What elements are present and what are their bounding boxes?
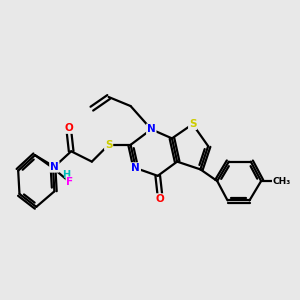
Text: CH₃: CH₃ xyxy=(273,176,291,185)
Text: N: N xyxy=(147,124,156,134)
Text: N: N xyxy=(131,163,140,173)
Text: O: O xyxy=(156,194,165,204)
Text: N: N xyxy=(50,162,59,172)
Text: H: H xyxy=(62,169,70,180)
Text: O: O xyxy=(64,123,73,133)
Text: S: S xyxy=(189,119,196,129)
Text: F: F xyxy=(66,177,74,187)
Text: S: S xyxy=(105,140,112,150)
